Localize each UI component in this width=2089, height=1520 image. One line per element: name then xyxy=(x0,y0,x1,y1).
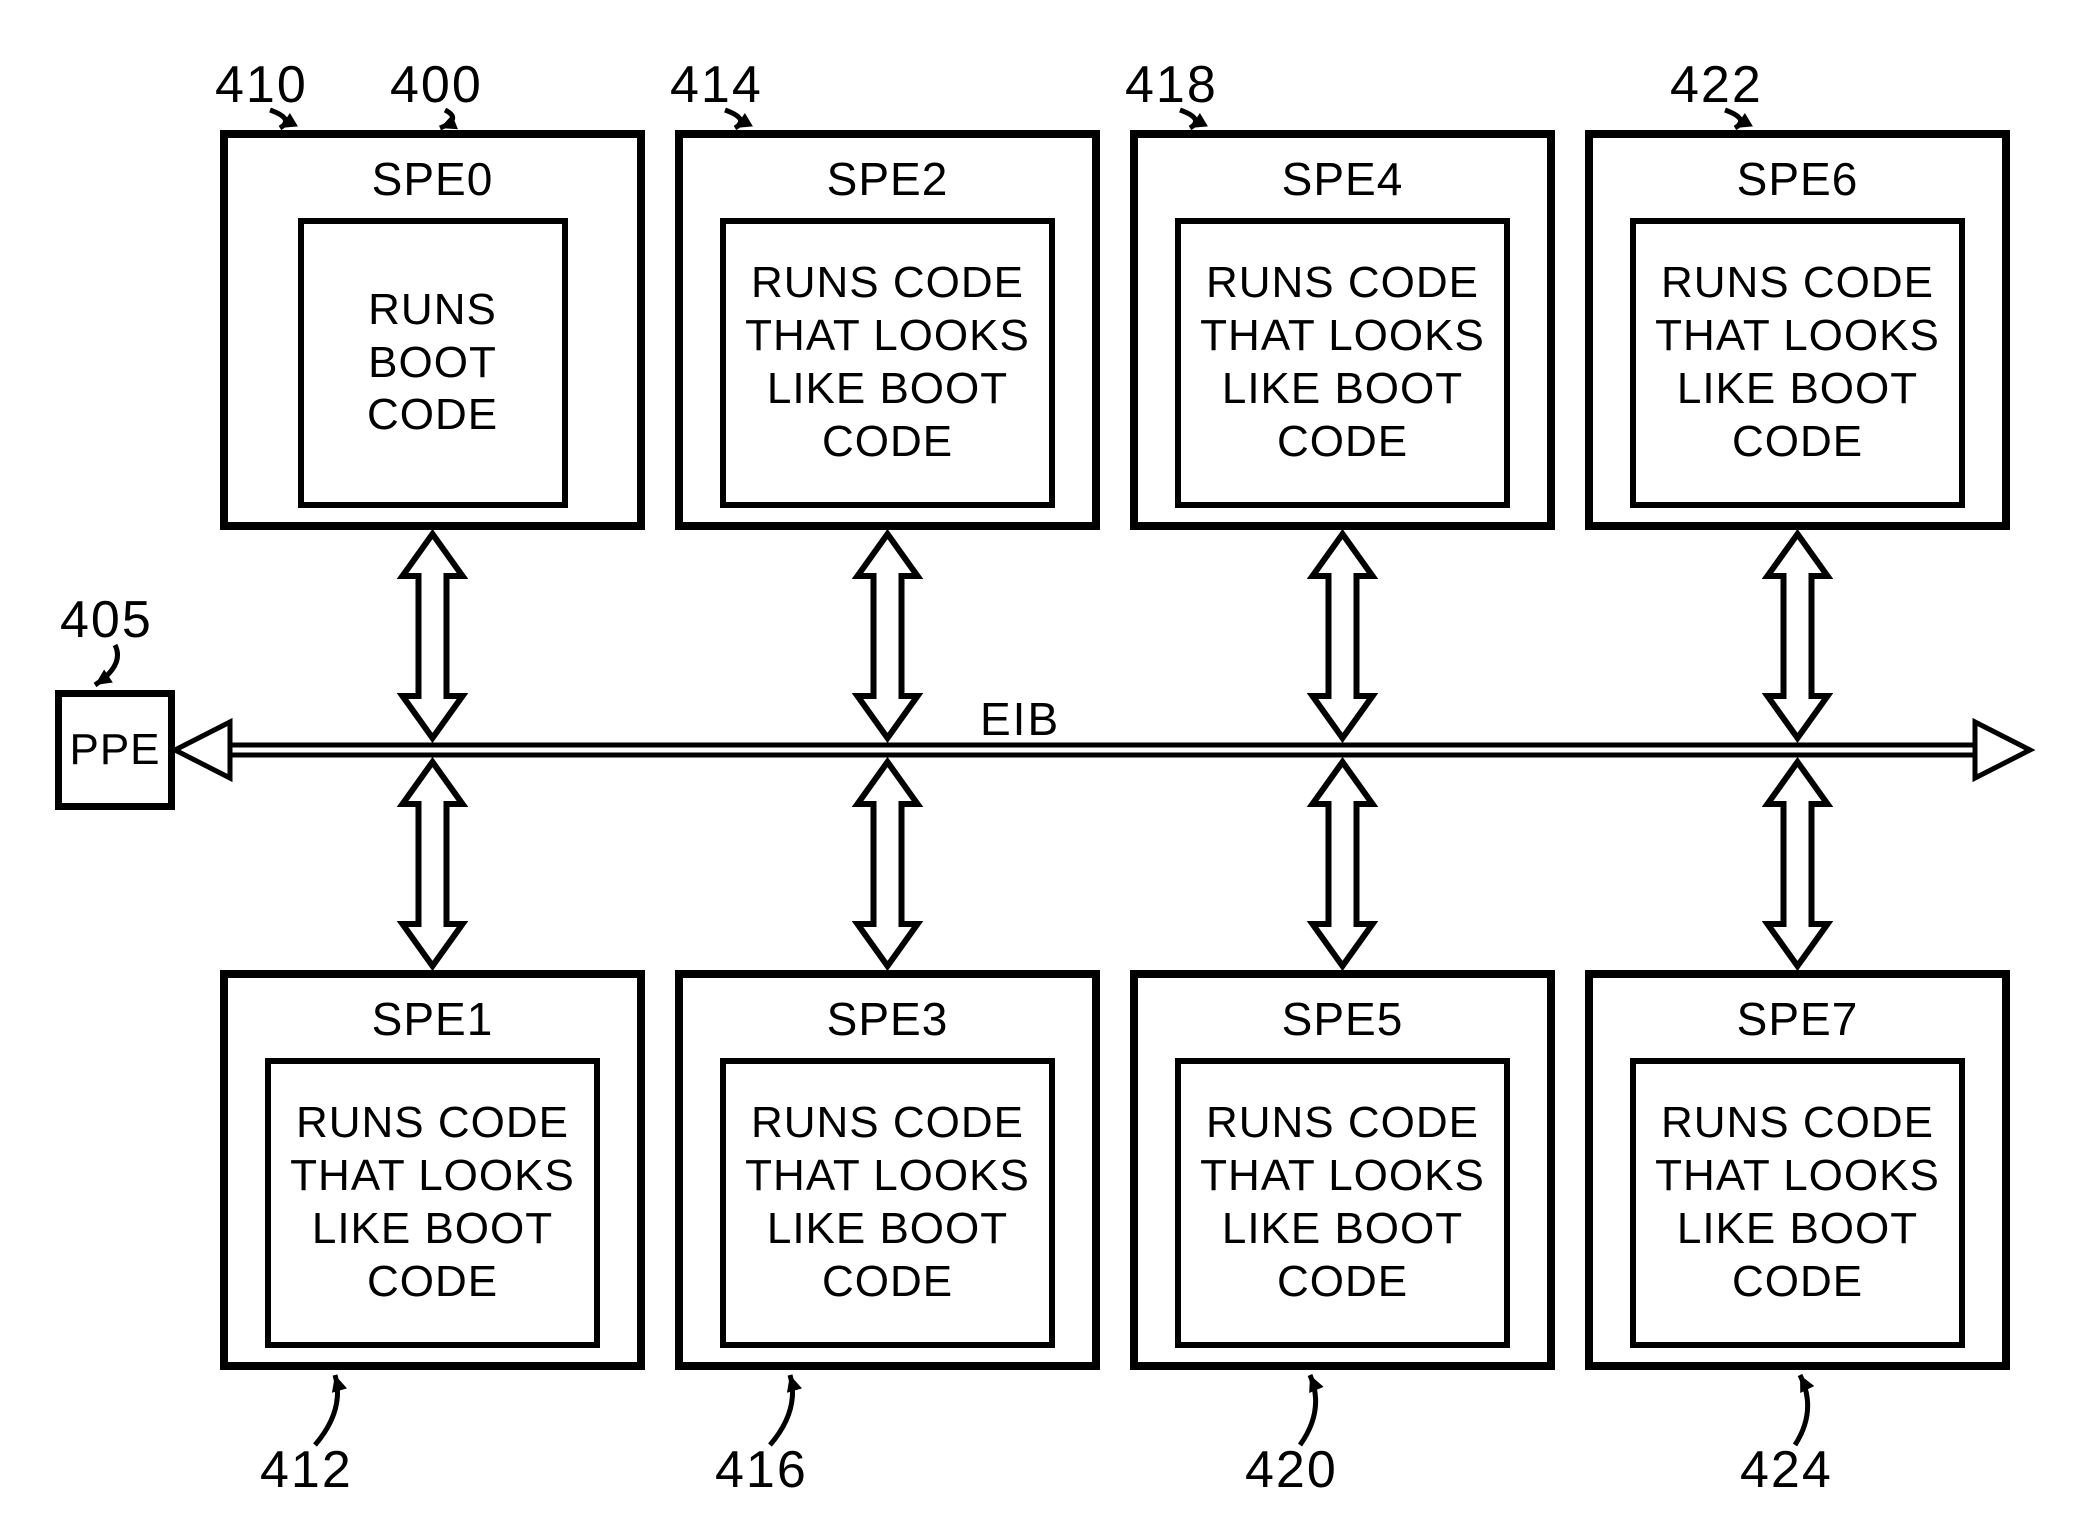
spe5-title: SPE5 xyxy=(1138,992,1547,1046)
spe4-body-line: THAT LOOKS xyxy=(1200,310,1485,363)
spe0-title: SPE0 xyxy=(228,152,637,206)
spe1-title: SPE1 xyxy=(228,992,637,1046)
ref-405: 405 xyxy=(60,590,153,650)
spe7-body-line: CODE xyxy=(1732,1256,1863,1309)
spe6-block: SPE6 RUNS CODETHAT LOOKSLIKE BOOTCODE xyxy=(1585,130,2010,530)
spe7-body-line: RUNS CODE xyxy=(1661,1097,1934,1150)
spe4-title: SPE4 xyxy=(1138,152,1547,206)
spe3-body-line: THAT LOOKS xyxy=(745,1150,1030,1203)
spe2-body-line: CODE xyxy=(822,416,953,469)
spe1-block: SPE1 RUNS CODETHAT LOOKSLIKE BOOTCODE xyxy=(220,970,645,1370)
spe2-title: SPE2 xyxy=(683,152,1092,206)
ppe-label: PPE xyxy=(69,725,160,775)
spe4-body-line: CODE xyxy=(1277,416,1408,469)
ppe-block: PPE xyxy=(55,690,175,810)
spe5-body-line: RUNS CODE xyxy=(1206,1097,1479,1150)
spe3-body-line: RUNS CODE xyxy=(751,1097,1024,1150)
spe6-body-line: THAT LOOKS xyxy=(1655,310,1940,363)
spe5-inner: RUNS CODETHAT LOOKSLIKE BOOTCODE xyxy=(1175,1058,1510,1348)
spe0-body-line: CODE xyxy=(367,389,498,442)
spe1-inner: RUNS CODETHAT LOOKSLIKE BOOTCODE xyxy=(265,1058,600,1348)
spe6-title: SPE6 xyxy=(1593,152,2002,206)
spe1-body-line: LIKE BOOT xyxy=(312,1203,553,1256)
spe7-body-line: LIKE BOOT xyxy=(1677,1203,1918,1256)
spe5-block: SPE5 RUNS CODETHAT LOOKSLIKE BOOTCODE xyxy=(1130,970,1555,1370)
spe0-body-line: RUNS xyxy=(368,284,497,337)
spe3-body-line: LIKE BOOT xyxy=(767,1203,1008,1256)
spe2-body-line: RUNS CODE xyxy=(751,257,1024,310)
spe6-body-line: RUNS CODE xyxy=(1661,257,1934,310)
ref-424: 424 xyxy=(1740,1440,1833,1500)
spe7-title: SPE7 xyxy=(1593,992,2002,1046)
spe2-body-line: THAT LOOKS xyxy=(745,310,1030,363)
spe2-body-line: LIKE BOOT xyxy=(767,363,1008,416)
spe7-block: SPE7 RUNS CODETHAT LOOKSLIKE BOOTCODE xyxy=(1585,970,2010,1370)
spe1-body-line: RUNS CODE xyxy=(296,1097,569,1150)
spe4-body-line: LIKE BOOT xyxy=(1222,363,1463,416)
spe2-block: SPE2 RUNS CODETHAT LOOKSLIKE BOOTCODE xyxy=(675,130,1100,530)
spe4-block: SPE4 RUNS CODETHAT LOOKSLIKE BOOTCODE xyxy=(1130,130,1555,530)
ref-412: 412 xyxy=(260,1440,353,1500)
ref-418: 418 xyxy=(1125,55,1218,115)
spe0-body-line: BOOT xyxy=(368,337,497,390)
spe4-body-line: RUNS CODE xyxy=(1206,257,1479,310)
ref-414: 414 xyxy=(670,55,763,115)
spe3-title: SPE3 xyxy=(683,992,1092,1046)
spe5-body-line: LIKE BOOT xyxy=(1222,1203,1463,1256)
spe7-inner: RUNS CODETHAT LOOKSLIKE BOOTCODE xyxy=(1630,1058,1965,1348)
spe3-block: SPE3 RUNS CODETHAT LOOKSLIKE BOOTCODE xyxy=(675,970,1100,1370)
spe3-inner: RUNS CODETHAT LOOKSLIKE BOOTCODE xyxy=(720,1058,1055,1348)
ref-416: 416 xyxy=(715,1440,808,1500)
eib-bus-label: EIB xyxy=(980,692,1060,746)
spe5-body-line: THAT LOOKS xyxy=(1200,1150,1485,1203)
spe1-body-line: THAT LOOKS xyxy=(290,1150,575,1203)
ref-422: 422 xyxy=(1670,55,1763,115)
spe4-inner: RUNS CODETHAT LOOKSLIKE BOOTCODE xyxy=(1175,218,1510,508)
spe1-body-line: CODE xyxy=(367,1256,498,1309)
spe6-inner: RUNS CODETHAT LOOKSLIKE BOOTCODE xyxy=(1630,218,1965,508)
spe7-body-line: THAT LOOKS xyxy=(1655,1150,1940,1203)
spe6-body-line: CODE xyxy=(1732,416,1863,469)
ref-400: 400 xyxy=(390,55,483,115)
spe3-body-line: CODE xyxy=(822,1256,953,1309)
spe5-body-line: CODE xyxy=(1277,1256,1408,1309)
spe0-block: SPE0 RUNSBOOTCODE xyxy=(220,130,645,530)
spe6-body-line: LIKE BOOT xyxy=(1677,363,1918,416)
ref-410: 410 xyxy=(215,55,308,115)
spe0-inner: RUNSBOOTCODE xyxy=(298,218,568,508)
spe2-inner: RUNS CODETHAT LOOKSLIKE BOOTCODE xyxy=(720,218,1055,508)
diagram-canvas: PPE SPE0RUNSBOOTCODESPE2RUNS CODETHAT LO… xyxy=(0,0,2089,1520)
ref-420: 420 xyxy=(1245,1440,1338,1500)
